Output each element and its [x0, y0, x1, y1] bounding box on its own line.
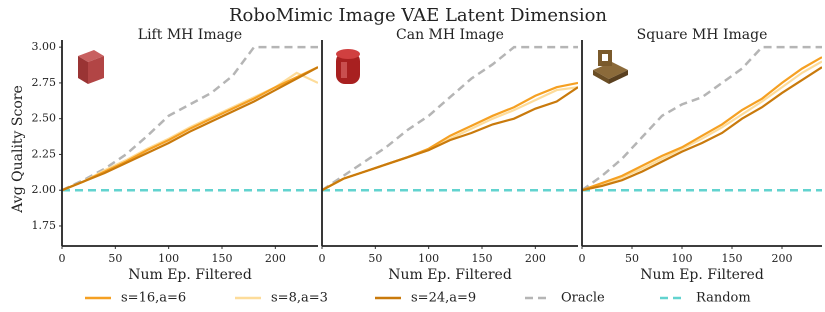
legend-label: s=16,a=6 — [121, 291, 186, 306]
figure: RoboMimic Image VAE Latent Dimension Lif… — [0, 0, 825, 312]
x-tick-label: 150 — [722, 252, 743, 265]
x-tick-label: 0 — [59, 252, 66, 265]
legend-label: s=24,a=9 — [411, 291, 476, 306]
y-tick-label: 2.25 — [32, 147, 57, 160]
x-tick-label: 100 — [418, 252, 439, 265]
x-tick-label: 0 — [319, 252, 326, 265]
x-tick-label: 50 — [625, 252, 639, 265]
x-tick-label: 200 — [772, 252, 793, 265]
series-line — [322, 47, 578, 190]
y-tick-label: 3.00 — [32, 40, 57, 53]
can-icon — [336, 49, 360, 84]
x-tick-label: 150 — [212, 252, 233, 265]
x-tick-label: 200 — [265, 252, 286, 265]
x-tick-label: 50 — [108, 252, 122, 265]
subplot-title: Lift MH Image — [138, 27, 242, 43]
y-axis-label: Avg Quality Score — [10, 85, 26, 213]
series-line — [322, 87, 578, 190]
y-tick-label: 1.75 — [32, 219, 57, 232]
x-axis-label: Num Ep. Filtered — [640, 267, 764, 283]
x-tick-label: 0 — [579, 252, 586, 265]
y-tick-label: 2.00 — [32, 183, 57, 196]
legend-label: s=8,a=3 — [271, 291, 328, 306]
y-tick-label: 2.50 — [32, 112, 57, 125]
figure-title: RoboMimic Image VAE Latent Dimension — [229, 5, 607, 26]
x-tick-label: 150 — [472, 252, 493, 265]
x-tick-label: 50 — [368, 252, 382, 265]
y-tick-label: 2.75 — [32, 76, 57, 89]
square-icon — [593, 50, 628, 84]
x-axis-label: Num Ep. Filtered — [388, 267, 512, 283]
legend-label: Oracle — [561, 291, 605, 306]
legend-label: Random — [696, 291, 751, 306]
x-axis-label: Num Ep. Filtered — [128, 267, 252, 283]
subplot-title: Square MH Image — [637, 27, 768, 43]
x-tick-label: 200 — [525, 252, 546, 265]
x-tick-label: 100 — [672, 252, 693, 265]
subplot-title: Can MH Image — [396, 27, 504, 43]
lift-icon — [78, 50, 104, 84]
x-tick-label: 100 — [158, 252, 179, 265]
